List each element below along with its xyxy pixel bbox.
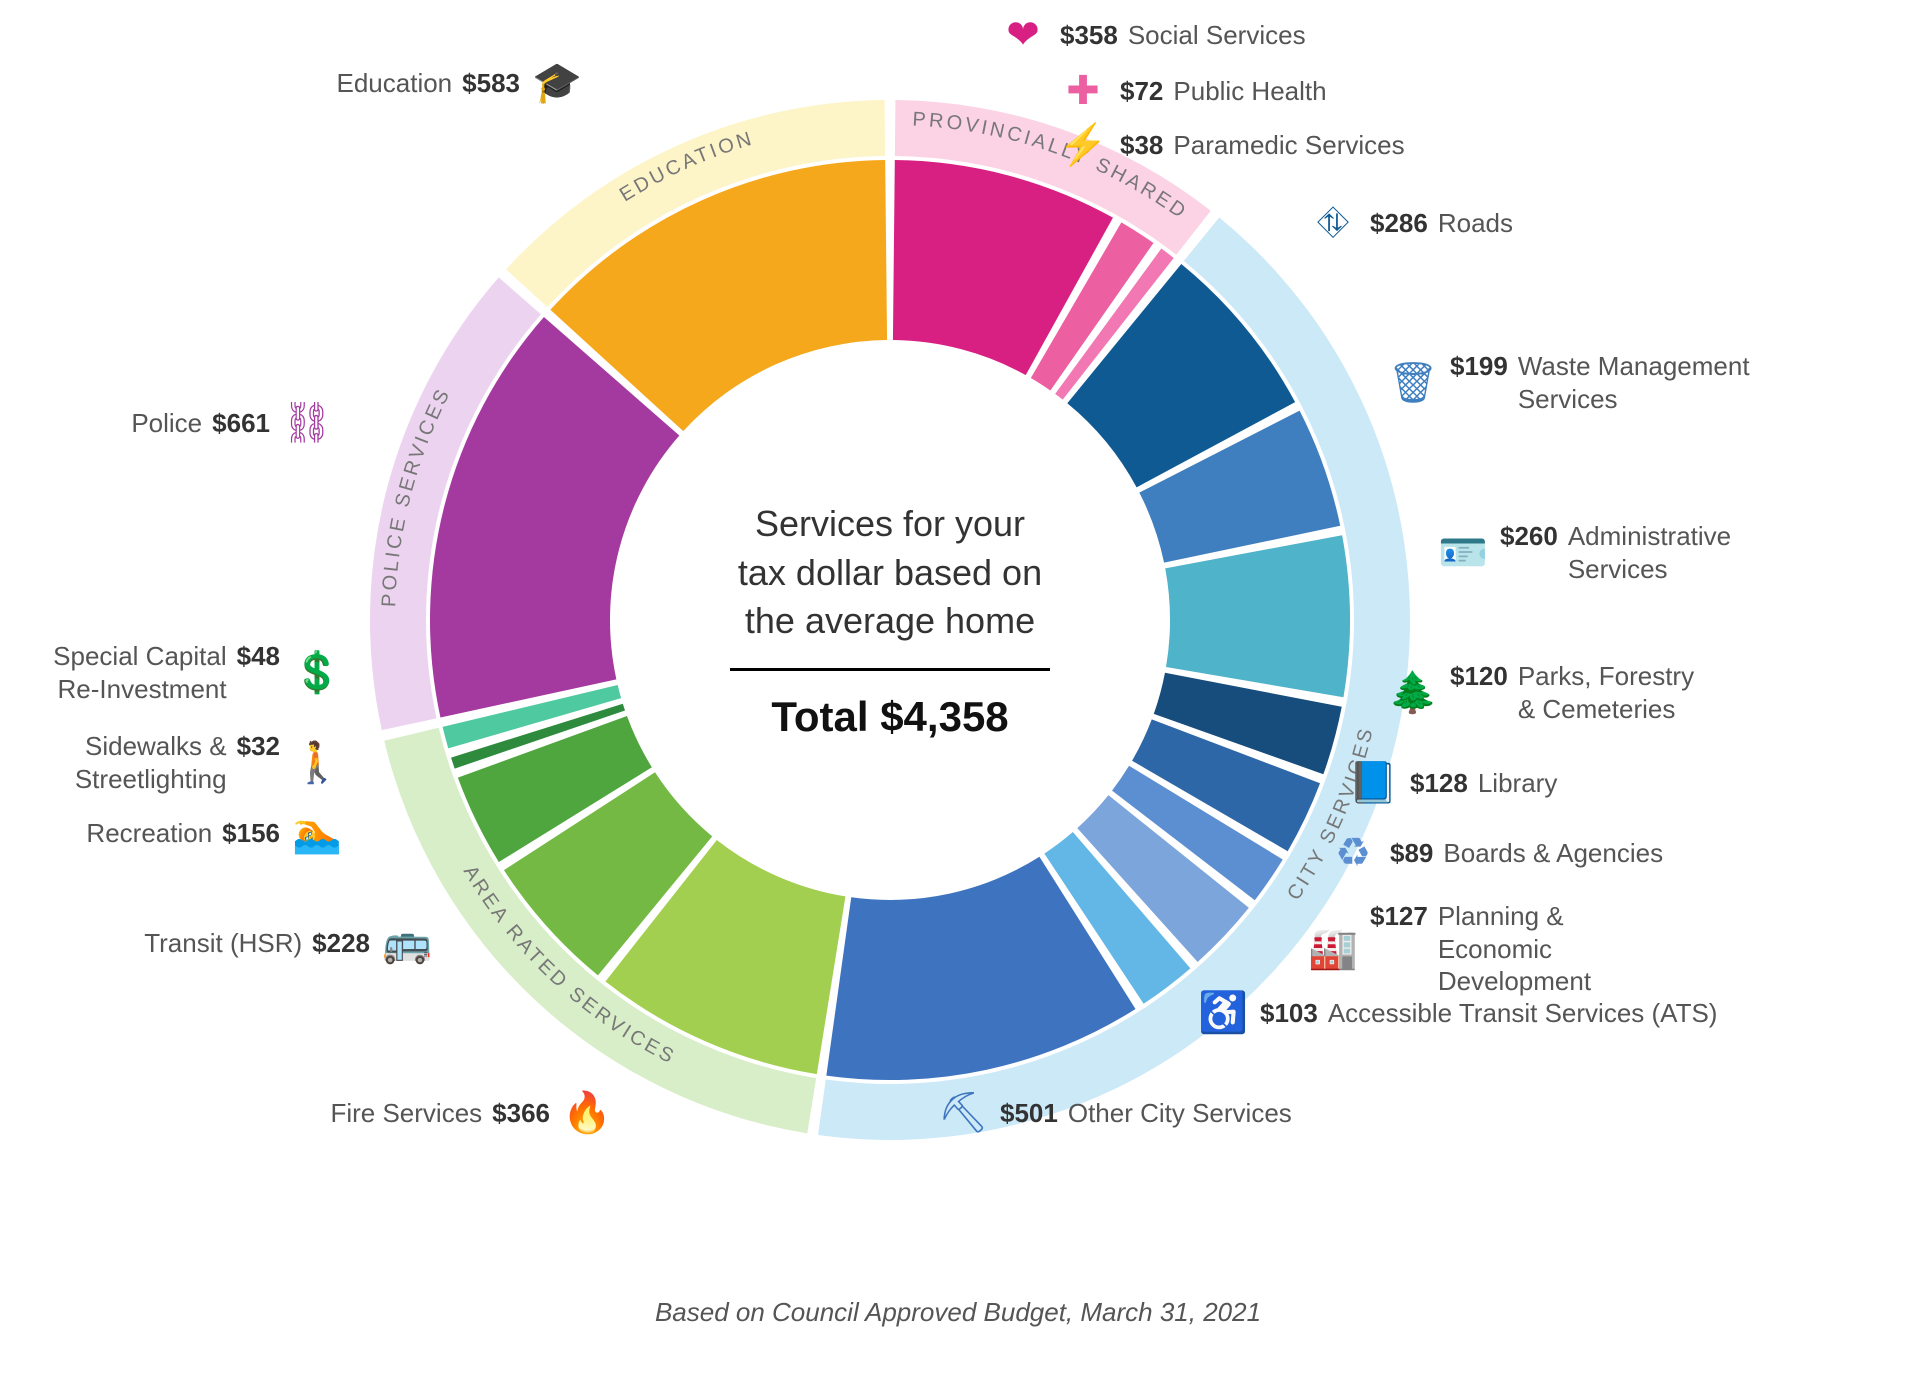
amount: $286 [1370,207,1428,240]
amount: $501 [1000,1097,1058,1130]
label-boards-agencies: ♻ $89 Boards & Agencies [1330,830,1663,876]
icon-other-city-services-icon: ⛏ [940,1090,986,1136]
icon-fire-services-icon: 🔥 [564,1090,610,1136]
amount: $89 [1390,837,1433,870]
amount: $32 [237,730,280,763]
label-fire-services: 🔥 $366 Fire Services [330,1090,610,1136]
service-name: Waste ManagementServices [1518,350,1750,415]
service-name: Parks, Forestry& Cemeteries [1518,660,1694,725]
icon-police-icon: ⛓ [284,400,330,446]
label-administrative-services: 🪪 $260 AdministrativeServices [1440,520,1800,585]
slice-administrative-services [1165,535,1350,697]
amount: $358 [1060,19,1118,52]
amount: $128 [1410,767,1468,800]
service-name: Paramedic Services [1173,129,1404,162]
amount: $127 [1370,900,1428,933]
amount: $38 [1120,129,1163,162]
icon-parks-forestry-cemeteries-icon: 🌲 [1390,670,1436,716]
amount: $72 [1120,75,1163,108]
icon-public-health-icon: ✚ [1060,68,1106,114]
center-divider [730,668,1050,671]
label-sidewalks-streetlighting: 🚶 $32 Sidewalks &Streetlighting [0,730,340,795]
icon-library-icon: 📘 [1350,760,1396,806]
amount: $120 [1450,660,1508,693]
icon-roads-icon: ⛗ [1310,200,1356,246]
icon-planning-economic-development-icon: 🏭 [1310,926,1356,972]
label-library: 📘 $128 Library [1350,760,1557,806]
amount: $260 [1500,520,1558,553]
icon-special-capital-re-investment-icon: 💲 [294,650,340,696]
label-recreation: 🏊 $156 Recreation [86,810,340,856]
icon-accessible-transit-services-ats--icon: ♿ [1200,990,1246,1036]
icon-transit-hsr--icon: 🚌 [384,920,430,966]
service-name: Library [1478,767,1557,800]
tax-services-donut-infographic: PROVINCIALLY SHAREDCITY SERVICESAREA RAT… [0,0,1916,1387]
amount: $583 [462,67,520,100]
label-other-city-services: ⛏ $501 Other City Services [940,1090,1292,1136]
service-name: Other City Services [1068,1097,1292,1130]
center-total: Total $4,358 [660,693,1120,741]
footnote: Based on Council Approved Budget, March … [0,1297,1916,1328]
center-caption: Services for yourtax dollar based onthe … [660,500,1120,741]
label-social-services: ❤ $358 Social Services [1000,12,1306,58]
service-name: Social Services [1128,19,1306,52]
center-title: Services for yourtax dollar based onthe … [660,500,1120,646]
icon-paramedic-services-icon: ⚡ [1060,122,1106,168]
service-name: AdministrativeServices [1568,520,1731,585]
service-name: Special CapitalRe-Investment [53,640,226,705]
label-accessible-transit-services-ats-: ♿ $103 Accessible Transit Services (ATS) [1200,990,1717,1036]
service-name: Police [131,407,202,440]
service-name: Planning & EconomicDevelopment [1438,900,1670,998]
icon-education-icon: 🎓 [534,60,580,106]
amount: $48 [237,640,280,673]
amount: $366 [492,1097,550,1130]
amount: $103 [1260,997,1318,1030]
label-police: ⛓ $661 Police [131,400,330,446]
amount: $661 [212,407,270,440]
label-roads: ⛗ $286 Roads [1310,200,1513,246]
label-waste-management-services: 🗑 $199 Waste ManagementServices [1390,350,1750,415]
icon-social-services-icon: ❤ [1000,12,1046,58]
service-name: Recreation [86,817,212,850]
label-transit-hsr-: 🚌 $228 Transit (HSR) [144,920,430,966]
service-name: Accessible Transit Services (ATS) [1328,997,1718,1030]
service-name: Public Health [1173,75,1326,108]
label-parks-forestry-cemeteries: 🌲 $120 Parks, Forestry& Cemeteries [1390,660,1750,725]
icon-waste-management-services-icon: 🗑 [1390,360,1436,406]
label-education: 🎓 $583 Education [337,60,581,106]
service-name: Sidewalks &Streetlighting [75,730,227,795]
label-planning-economic-development: 🏭 $127 Planning & EconomicDevelopment [1310,900,1670,998]
service-name: Education [337,67,453,100]
service-name: Roads [1438,207,1513,240]
service-name: Fire Services [330,1097,482,1130]
amount: $199 [1450,350,1508,383]
label-public-health: ✚ $72 Public Health [1060,68,1327,114]
icon-recreation-icon: 🏊 [294,810,340,856]
icon-sidewalks-streetlighting-icon: 🚶 [294,740,340,786]
amount: $228 [312,927,370,960]
amount: $156 [222,817,280,850]
icon-administrative-services-icon: 🪪 [1440,530,1486,576]
service-name: Boards & Agencies [1443,837,1663,870]
service-name: Transit (HSR) [144,927,302,960]
icon-boards-agencies-icon: ♻ [1330,830,1376,876]
label-special-capital-re-investment: 💲 $48 Special CapitalRe-Investment [0,640,340,705]
label-paramedic-services: ⚡ $38 Paramedic Services [1060,122,1405,168]
